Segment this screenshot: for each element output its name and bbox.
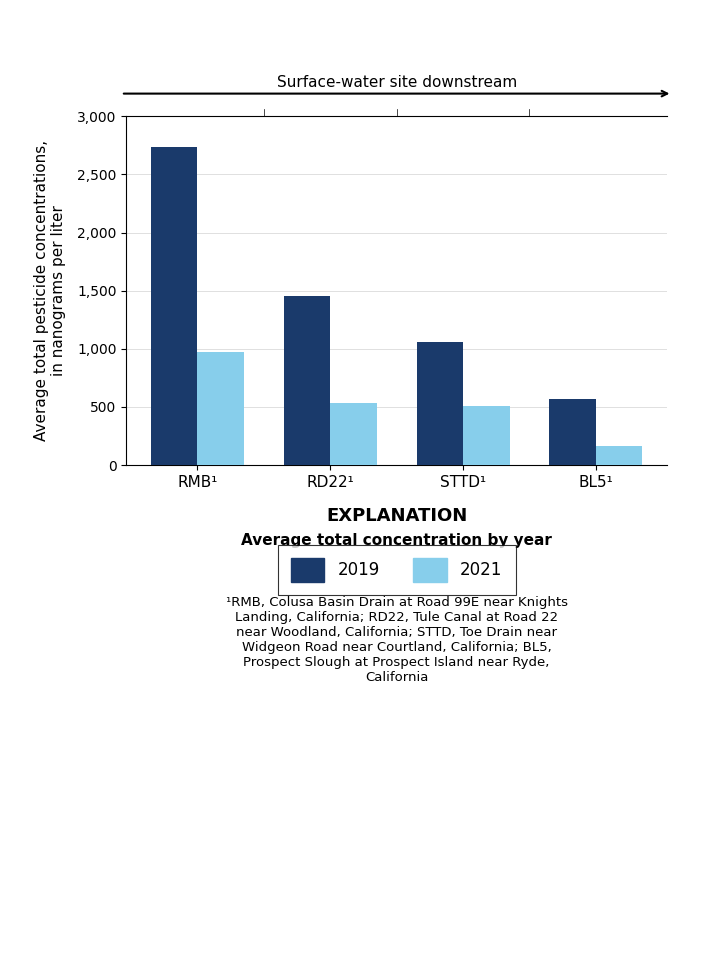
Text: Average total concentration by year: Average total concentration by year (241, 533, 552, 548)
Text: ¹RMB, Colusa Basin Drain at Road 99E near Knights
Landing, California; RD22, Tul: ¹RMB, Colusa Basin Drain at Road 99E nea… (225, 596, 568, 684)
Bar (330, 403, 377, 465)
Text: Surface-water site downstream: Surface-water site downstream (277, 76, 517, 90)
Bar (151, 146, 197, 465)
Bar (197, 352, 244, 465)
Text: EXPLANATION: EXPLANATION (326, 507, 468, 525)
Bar (463, 406, 510, 465)
Bar (416, 342, 463, 465)
Bar (596, 446, 642, 465)
Bar (550, 399, 596, 465)
Legend: 2019, 2021: 2019, 2021 (278, 545, 515, 595)
Bar (284, 296, 330, 465)
Y-axis label: Average total pesticide concentrations,
in nanograms per liter: Average total pesticide concentrations, … (34, 141, 66, 441)
